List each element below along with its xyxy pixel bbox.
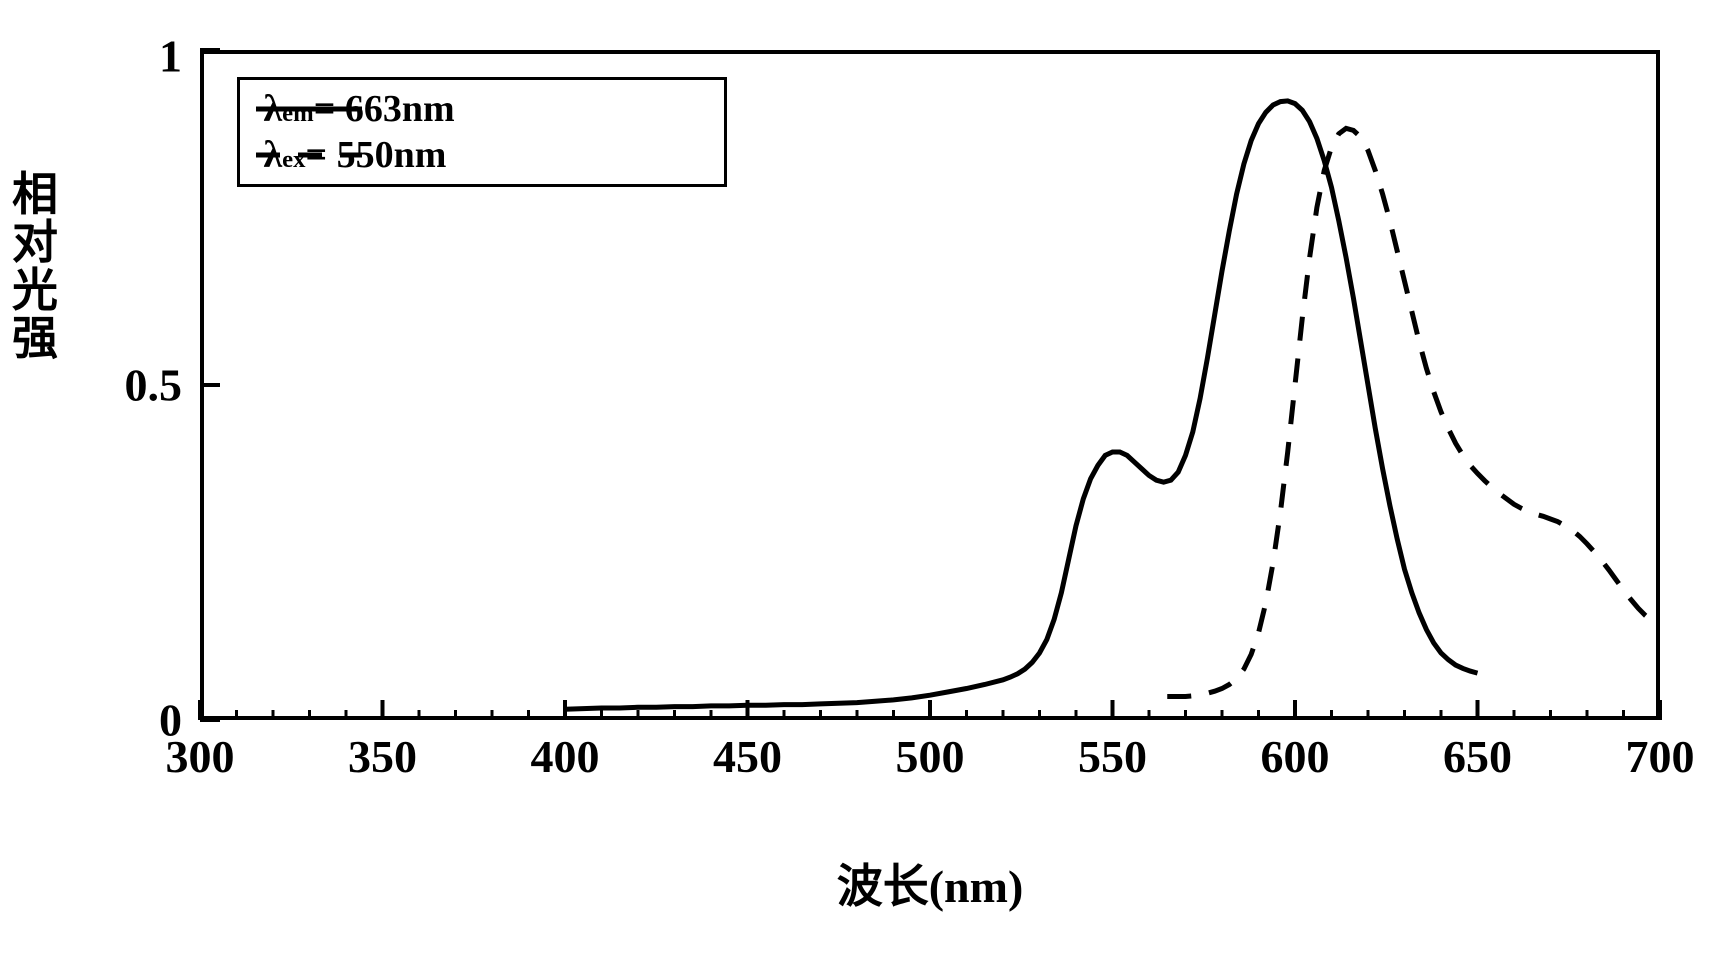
x-tick-label: 450 <box>713 730 782 783</box>
series-emission <box>1167 128 1660 696</box>
x-tick-label: 300 <box>166 730 235 783</box>
legend-box: λem= 663nmλex= 550nm <box>237 77 727 187</box>
series-excitation <box>565 101 1478 709</box>
legend-item: λex= 550nm <box>254 132 710 178</box>
x-tick-label: 500 <box>896 730 965 783</box>
legend-swatch-icon <box>254 99 364 119</box>
x-tick-label: 700 <box>1626 730 1695 783</box>
x-tick-label: 550 <box>1078 730 1147 783</box>
legend-swatch-icon <box>254 145 364 165</box>
x-tick-label: 350 <box>348 730 417 783</box>
x-tick-label: 600 <box>1261 730 1330 783</box>
legend-item: λem= 663nm <box>254 86 710 132</box>
x-tick-label: 400 <box>531 730 600 783</box>
x-axis-label: 波长(nm) <box>837 850 1024 916</box>
chart-container: 相对光强 00.51 300350400450500550600650700 波… <box>0 0 1724 964</box>
x-tick-label: 650 <box>1443 730 1512 783</box>
